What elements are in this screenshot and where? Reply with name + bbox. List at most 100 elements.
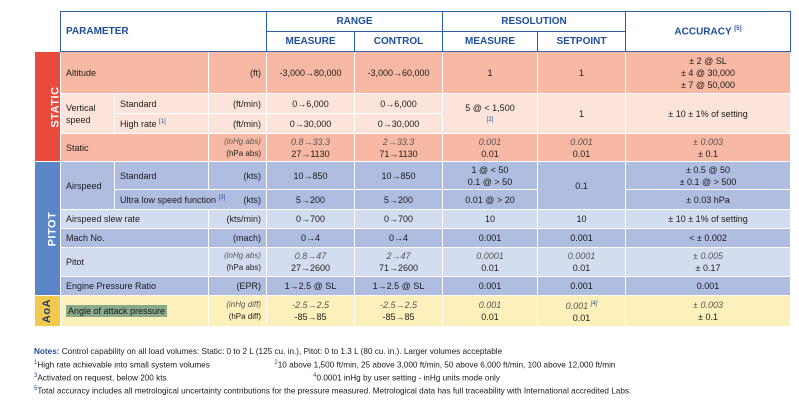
aoa-res-measure: 0.001 0.01 bbox=[442, 295, 538, 327]
slew-accuracy: ± 10 ± 1% of setting bbox=[625, 209, 791, 229]
airspeed-ultralow-accuracy: ± 0.03 hPa bbox=[625, 189, 791, 210]
epr-control: 1→2.5 @ SL bbox=[354, 276, 443, 296]
header-parameter: PARAMETER bbox=[60, 11, 267, 52]
vertical-res-note: [2] bbox=[486, 116, 494, 123]
mach-control: 0→4 bbox=[354, 228, 443, 248]
slew-unit: (kts/min) bbox=[208, 209, 267, 229]
vertical-standard-unit: (ft/min) bbox=[208, 93, 267, 114]
header-resolution: RESOLUTION bbox=[442, 11, 626, 32]
epr-res-setpoint: 0.001 bbox=[537, 276, 626, 296]
vertical-highrate-control: 0→30,000 bbox=[354, 113, 443, 134]
slew-measure: 0→700 bbox=[266, 209, 355, 229]
airspeed-standard-label: Standard bbox=[114, 161, 209, 190]
aoa-label: Angle of attack pressure bbox=[60, 295, 209, 327]
airspeed-res-setpoint: 0.1 bbox=[537, 161, 626, 210]
airspeed-standard-control: 10→850 bbox=[354, 161, 443, 190]
epr-measure: 1→2.5 @ SL bbox=[266, 276, 355, 296]
epr-accuracy: 0.001 bbox=[625, 276, 791, 296]
static-label: Static bbox=[60, 133, 209, 162]
mach-unit: (mach) bbox=[208, 228, 267, 248]
section-label-static: STATIC bbox=[34, 51, 62, 162]
section-label-aoa: AoA bbox=[34, 295, 61, 327]
table-row-slew: Airspeed slew rate (kts/min) 0→700 0→700… bbox=[34, 209, 791, 229]
header-range-control: CONTROL bbox=[354, 31, 443, 52]
altitude-accuracy-1: ± 2 @ SL bbox=[689, 55, 727, 66]
vertical-accuracy: ± 10 ± 1% of setting bbox=[625, 93, 791, 134]
pitot-label: Pitot bbox=[60, 247, 209, 277]
header-accuracy-label: ACCURACY bbox=[674, 26, 732, 38]
aoa-accuracy: ± 0.003 ± 0.1 bbox=[625, 295, 791, 327]
mach-res-measure: 0.001 bbox=[442, 228, 538, 248]
pitot-res-setpoint: 0.0001 0.01 bbox=[537, 247, 626, 277]
airspeed-ultralow-res: 0.01 @ > 20 bbox=[442, 189, 538, 210]
vertical-standard-measure: 0→6,000 bbox=[266, 93, 355, 114]
header-range-measure: MEASURE bbox=[266, 31, 355, 52]
altitude-label: Altitude bbox=[60, 51, 209, 94]
table-row-airspeed-ultralow: Ultra low speed function [3] (kts) 5→200 … bbox=[34, 189, 791, 210]
epr-res-measure: 0.001 bbox=[442, 276, 538, 296]
static-res-setpoint: 0.001 0.01 bbox=[537, 133, 626, 162]
static-measure: 0.8→33.3 27→1130 bbox=[266, 133, 355, 162]
aoa-res-setpoint: 0.001 [4] 0.01 bbox=[537, 295, 626, 327]
notes-block: Notes: Control capability on all load vo… bbox=[34, 347, 794, 397]
vertical-highrate-unit: (ft/min) bbox=[208, 113, 267, 134]
aoa-unit: (inHg diff) (hPa diff) bbox=[208, 295, 267, 327]
slew-res-measure: 10 bbox=[442, 209, 538, 229]
note-1-2: 1High rate achievable into small system … bbox=[34, 359, 616, 370]
pitot-measure: 0.8→47 27→2600 bbox=[266, 247, 355, 277]
aoa-control: -2.5→2.5 -85→85 bbox=[354, 295, 443, 327]
epr-unit: (EPR) bbox=[208, 276, 267, 296]
table-row-vertical-standard: Vertical speed Standard (ft/min) 0→6,000 … bbox=[34, 93, 791, 134]
mach-res-setpoint: 0.001 bbox=[537, 228, 626, 248]
slew-control: 0→700 bbox=[354, 209, 443, 229]
airspeed-standard-accuracy: ± 0.5 @ 50 ± 0.1 @ > 500 bbox=[625, 161, 791, 190]
altitude-unit: (ft) bbox=[208, 51, 267, 94]
vertical-highrate-measure: 0→30,000 bbox=[266, 113, 355, 134]
corner-blank bbox=[34, 11, 61, 52]
altitude-accuracy-3: ± 7 @ 50,000 bbox=[680, 79, 736, 90]
pitot-unit: (inHg abs) (hPa abs) bbox=[208, 247, 267, 277]
table-row-altitude: STATIC Altitude (ft) -3,000→80,000 -3,00… bbox=[34, 51, 791, 162]
header-accuracy: ACCURACY [5] bbox=[625, 11, 791, 52]
mach-accuracy: < ± 0.002 bbox=[625, 228, 791, 248]
static-res-measure: 0.001 0.01 bbox=[442, 133, 538, 162]
header-resolution-measure: MEASURE bbox=[442, 31, 538, 52]
table-row-airspeed-standard: PITOT Airspeed Standard (kts) 10→850 10→… bbox=[34, 161, 791, 296]
altitude-control: -3,000→60,000 bbox=[354, 51, 443, 94]
vertical-standard-control: 0→6,000 bbox=[354, 93, 443, 114]
airspeed-ultralow-measure: 5→200 bbox=[266, 189, 355, 210]
vertical-res-measure: 5 @ < 1,500 [2] bbox=[442, 93, 538, 134]
pitot-accuracy: ± 0.005 ± 0.17 bbox=[625, 247, 791, 277]
altitude-measure: -3,000→80,000 bbox=[266, 51, 355, 94]
static-accuracy: ± 0.003 ± 0.1 bbox=[625, 133, 791, 162]
static-control: 2→33.3 71→1130 bbox=[354, 133, 443, 162]
altitude-res-measure: 1 bbox=[442, 51, 538, 94]
mach-label: Mach No. bbox=[60, 228, 209, 248]
specification-table: PARAMETER RANGE RESOLUTION ACCURACY [5] … bbox=[34, 11, 791, 327]
slew-res-setpoint: 10 bbox=[537, 209, 626, 229]
aoa-measure: -2.5→2.5 -85→85 bbox=[266, 295, 355, 327]
mach-measure: 0→4 bbox=[266, 228, 355, 248]
vertical-highrate-label: High rate [1] bbox=[114, 113, 209, 134]
table-row-pitot: Pitot (inHg abs) (hPa abs) 0.8→47 27→2600 … bbox=[34, 247, 791, 277]
table-row-aoa: AoA Angle of attack pressure (inHg diff)… bbox=[34, 295, 791, 327]
vertical-res-setpoint: 1 bbox=[537, 93, 626, 134]
pitot-res-measure: 0.0001 0.01 bbox=[442, 247, 538, 277]
header-accuracy-note: [5] bbox=[734, 25, 742, 32]
altitude-accuracy: ± 2 @ SL ± 4 @ 30,000 ± 7 @ 50,000 bbox=[625, 51, 791, 94]
epr-label: Engine Pressure Ratio bbox=[60, 276, 209, 296]
table-row-epr: Engine Pressure Ratio (EPR) 1→2.5 @ SL 1… bbox=[34, 276, 791, 296]
note-5: 5Total accuracy includes all metrologica… bbox=[34, 385, 632, 396]
table-row-mach: Mach No. (mach) 0→4 0→4 0.001 0.001 < ± … bbox=[34, 228, 791, 248]
airspeed-ultralow-label: Ultra low speed function [3] (kts) bbox=[114, 189, 267, 210]
header-resolution-setpoint: SETPOINT bbox=[537, 31, 626, 52]
section-label-pitot: PITOT bbox=[34, 161, 61, 296]
header-range: RANGE bbox=[266, 11, 443, 32]
airspeed-ultralow-control: 5→200 bbox=[354, 189, 443, 210]
altitude-accuracy-2: ± 4 @ 30,000 bbox=[680, 67, 736, 78]
vertical-speed-label: Vertical speed bbox=[60, 93, 115, 134]
table-row-static: Static (inHg abs) (hPa abs) 0.8→33.3 27→11… bbox=[34, 133, 791, 162]
note-general: Notes: Control capability on all load vo… bbox=[34, 347, 503, 356]
pitot-control: 2→47 71→2600 bbox=[354, 247, 443, 277]
note-3-4: 3Activated on request, below 200 kts 40.… bbox=[34, 372, 500, 383]
